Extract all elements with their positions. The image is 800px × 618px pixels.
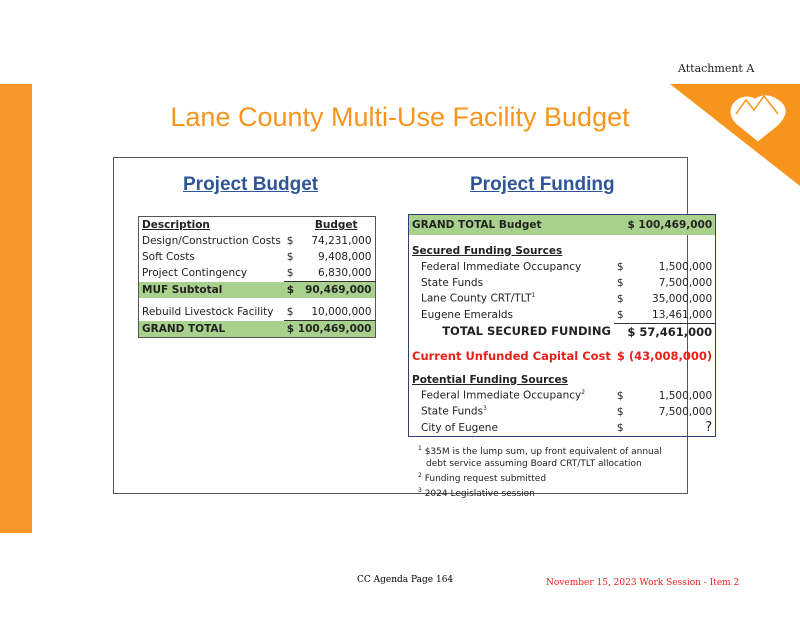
- project-funding-heading: Project Funding: [470, 174, 615, 195]
- table-row: Project Contingency $6,830,000: [142, 267, 372, 280]
- grand-total-budget-row: GRAND TOTAL Budget $ 100,469,000: [408, 214, 716, 235]
- project-budget-table: Description Budget Design/Construction Co…: [138, 216, 376, 338]
- logo-corner: [670, 84, 800, 186]
- table-row: City of Eugene $?: [421, 420, 713, 435]
- table-row: State Funds $7,500,000: [421, 276, 713, 289]
- subtotal-row: MUF Subtotal $90,469,000: [138, 281, 375, 298]
- table-row: Federal Immediate Occupancy2 $1,500,000: [421, 389, 713, 402]
- attachment-label: Attachment A: [678, 62, 755, 75]
- table-row: Lane County CRT/TLT1 $35,000,000: [421, 292, 713, 305]
- project-funding-table: GRAND TOTAL Budget $ 100,469,000 Secured …: [408, 214, 717, 437]
- project-budget-heading: Project Budget: [183, 174, 319, 195]
- total-secured-row: TOTAL SECURED FUNDING $ 57,461,000: [442, 324, 713, 339]
- unfunded-row: Current Unfunded Capital Cost $ (43,008,0…: [412, 348, 713, 363]
- grand-total-row: GRAND TOTAL $ 100,469,000: [138, 320, 375, 338]
- footnotes: 1 $35M is the lump sum, up front equival…: [418, 445, 662, 499]
- potential-heading: Potential Funding Sources: [412, 373, 568, 386]
- table-row: State Funds3 $7,500,000: [421, 405, 713, 418]
- table-row: Design/Construction Costs $74,231,000: [142, 235, 372, 247]
- table-row: Federal Immediate Occupancy $1,500,000: [421, 260, 713, 273]
- page-number: CC Agenda Page 164: [357, 575, 454, 585]
- budget-slide: Project Budget Description Budget Design/…: [113, 157, 717, 499]
- page-title: Lane County Multi-Use Facility Budget: [170, 102, 630, 132]
- table-row: Rebuild Livestock Facility $10,000,000: [142, 306, 372, 319]
- table-row: Eugene Emeralds $13,461,000: [409, 306, 716, 324]
- col-description: Description: [142, 219, 210, 231]
- col-budget: Budget: [314, 219, 358, 231]
- session-label: November 15, 2023 Work Session - Item 2: [546, 578, 740, 588]
- table-row: Soft Costs $9,408,000: [142, 251, 372, 263]
- secured-heading: Secured Funding Sources: [412, 244, 563, 257]
- left-accent-bar: [0, 84, 32, 533]
